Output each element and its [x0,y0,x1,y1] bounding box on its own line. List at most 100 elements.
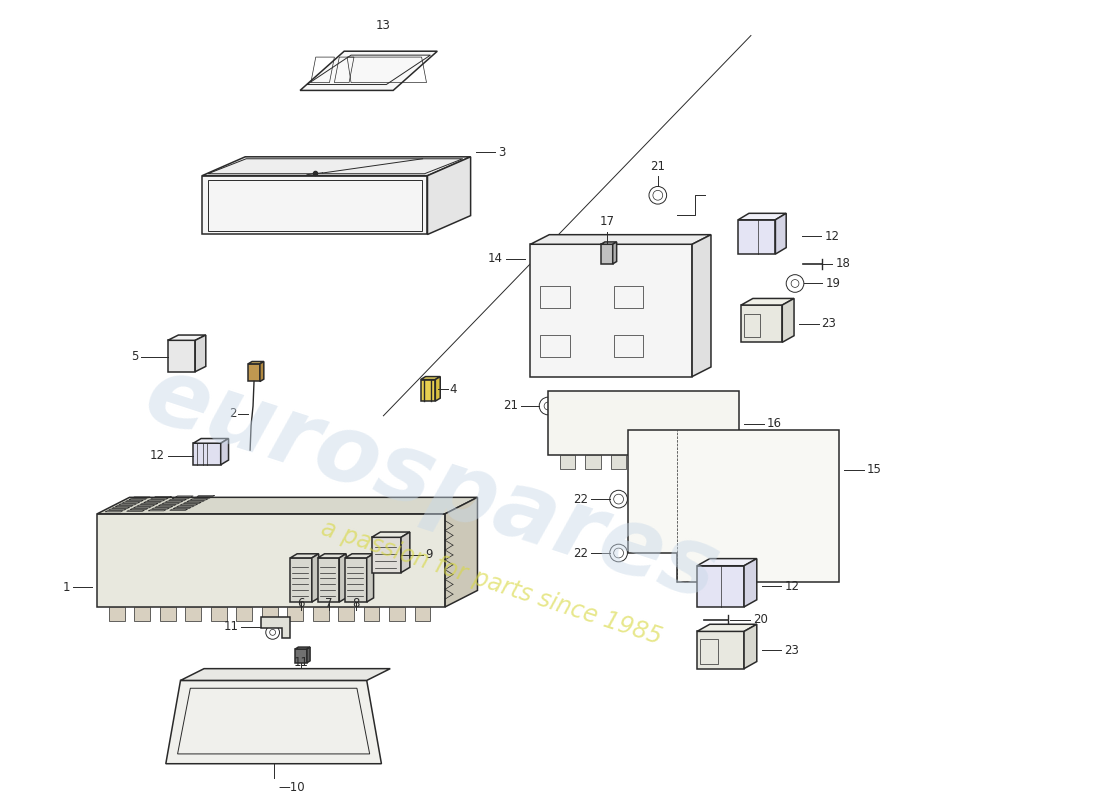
Polygon shape [300,51,438,90]
Text: 20: 20 [752,613,768,626]
Polygon shape [221,438,229,465]
Polygon shape [186,607,201,621]
Polygon shape [402,532,410,573]
Polygon shape [697,558,757,566]
Polygon shape [345,558,366,602]
Polygon shape [109,607,124,621]
Polygon shape [697,566,744,607]
Polygon shape [636,455,652,469]
Text: 19: 19 [825,277,840,290]
Polygon shape [307,647,310,662]
Polygon shape [249,364,260,382]
Polygon shape [692,234,711,377]
Polygon shape [530,244,692,377]
Text: 22: 22 [573,493,588,506]
Polygon shape [428,157,471,234]
Polygon shape [738,220,775,254]
Polygon shape [389,607,405,621]
Polygon shape [688,455,703,469]
Polygon shape [372,532,410,538]
Polygon shape [339,607,354,621]
Polygon shape [601,242,617,244]
Polygon shape [260,362,264,382]
Polygon shape [194,438,229,443]
Polygon shape [202,176,428,234]
Polygon shape [261,617,290,638]
Polygon shape [697,631,744,669]
Polygon shape [262,607,277,621]
Text: 15: 15 [867,463,881,476]
Polygon shape [662,455,678,469]
Polygon shape [446,498,477,607]
Text: 23: 23 [784,643,799,657]
Polygon shape [168,340,195,372]
Polygon shape [194,443,221,465]
Text: 12: 12 [784,580,800,593]
Polygon shape [601,244,613,264]
Polygon shape [134,607,150,621]
Polygon shape [738,214,786,220]
Polygon shape [345,554,374,558]
Text: 6: 6 [297,597,305,610]
Text: 14: 14 [488,253,503,266]
Polygon shape [548,391,739,455]
Polygon shape [295,649,307,662]
Polygon shape [312,607,329,621]
Polygon shape [436,377,440,401]
Polygon shape [782,298,794,342]
Text: 18: 18 [835,258,850,270]
Text: 21: 21 [650,160,666,173]
Text: 5: 5 [131,350,139,363]
Polygon shape [585,455,601,469]
Polygon shape [168,335,206,340]
Polygon shape [97,514,446,607]
Text: 22: 22 [573,546,588,559]
Polygon shape [97,498,477,514]
Text: 9: 9 [426,549,433,562]
Text: —10: —10 [278,782,305,794]
Polygon shape [372,538,402,573]
Polygon shape [236,607,252,621]
Polygon shape [530,234,711,244]
Polygon shape [741,305,782,342]
Text: 12: 12 [824,230,839,243]
Text: 3: 3 [498,146,505,158]
Polygon shape [613,242,617,264]
Polygon shape [295,647,310,649]
Polygon shape [202,157,471,176]
Polygon shape [195,335,206,372]
Text: a passion for parts since 1985: a passion for parts since 1985 [318,516,664,649]
Polygon shape [160,607,176,621]
Polygon shape [249,362,264,364]
Polygon shape [420,379,436,401]
Polygon shape [713,455,728,469]
Text: 1: 1 [63,581,69,594]
Text: eurospares: eurospares [134,348,730,621]
Text: 16: 16 [767,417,782,430]
Polygon shape [744,624,757,669]
Polygon shape [697,624,757,631]
Polygon shape [287,607,303,621]
Polygon shape [610,455,626,469]
Polygon shape [420,377,440,379]
Text: 23: 23 [822,317,836,330]
Text: 17: 17 [600,214,614,228]
Text: 12: 12 [150,450,165,462]
Text: 21: 21 [503,399,518,413]
Polygon shape [628,430,839,582]
Text: 8: 8 [352,597,360,610]
Polygon shape [741,298,794,305]
Polygon shape [560,455,575,469]
Polygon shape [744,558,757,607]
Text: 2: 2 [229,407,236,420]
Polygon shape [776,214,786,254]
Polygon shape [166,681,382,764]
Polygon shape [364,607,380,621]
Polygon shape [211,607,227,621]
Polygon shape [415,607,430,621]
Polygon shape [311,554,319,602]
Text: 11: 11 [223,620,239,633]
Polygon shape [366,554,374,602]
Polygon shape [318,554,346,558]
Polygon shape [318,558,339,602]
